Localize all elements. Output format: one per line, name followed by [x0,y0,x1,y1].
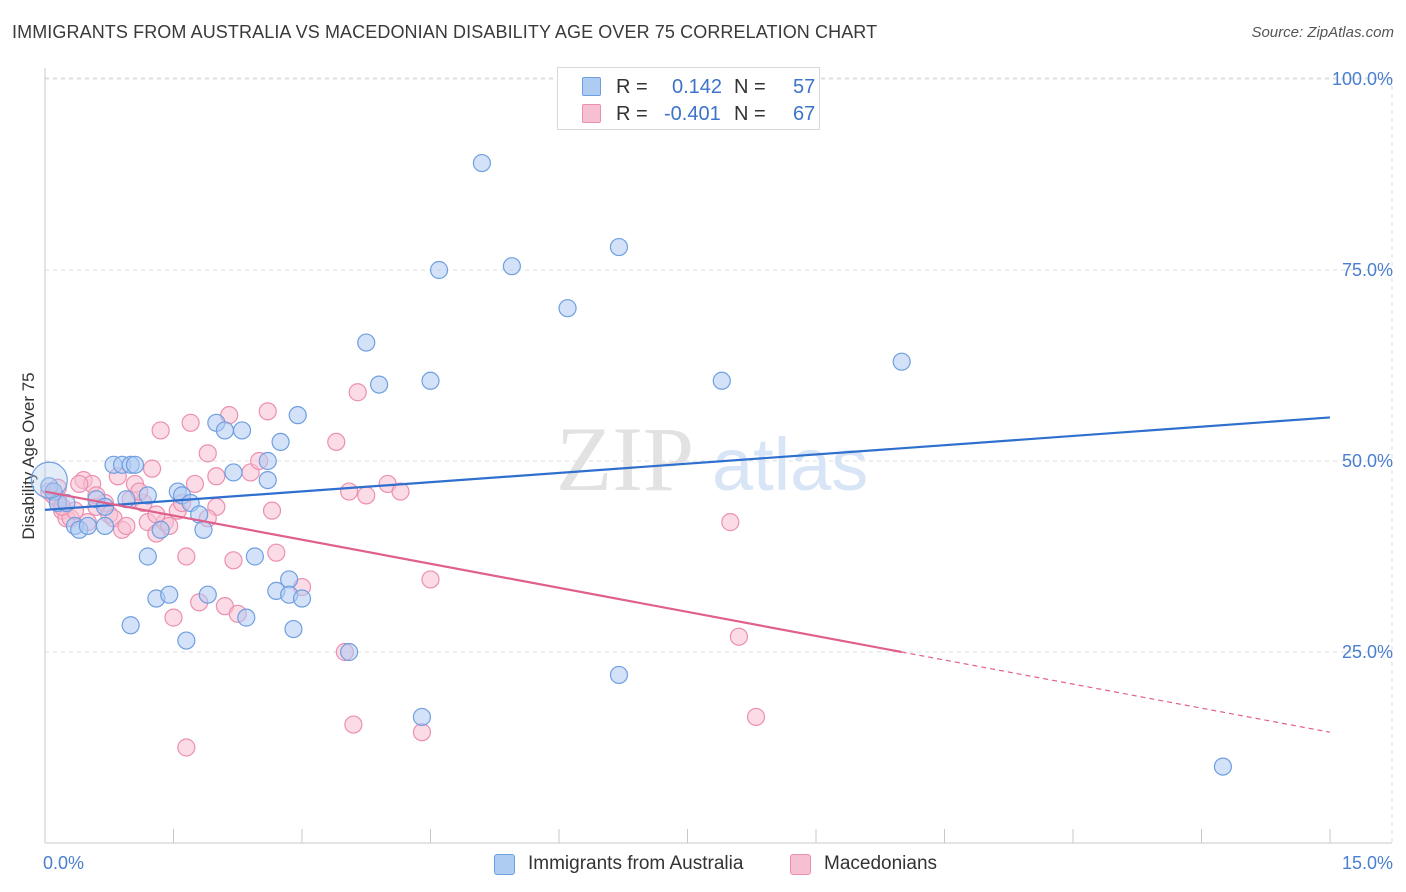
data-point-australia [198,585,217,604]
legend-swatch-macedonians [790,854,811,875]
data-point-australia [151,520,170,539]
data-point-australia [502,257,521,276]
source-credit: Source: ZipAtlas.com [1251,24,1394,41]
legend-r-label: R = [616,76,648,98]
data-point-australia [78,516,97,536]
data-point-australia [177,631,196,650]
legend-r-value: -0.401 [664,103,721,125]
data-point-macedonians [70,474,89,494]
data-point-australia [1213,757,1233,776]
watermark-zip: ZIP [556,408,694,510]
data-point-macedonians [258,402,277,421]
series-australia-points [30,153,1233,776]
legend-n-label: N = [734,103,766,125]
data-point-macedonians [262,501,282,520]
data-point-macedonians [267,543,286,562]
trend-lines [44,416,1331,733]
data-point-macedonians [224,551,243,570]
data-point-australia [429,260,449,280]
data-point-macedonians [729,627,749,646]
trend-line-australia [44,416,1331,511]
data-point-australia [370,375,389,394]
data-point-australia [284,619,303,639]
data-point-australia [224,463,243,482]
data-point-australia [160,585,179,604]
data-point-macedonians [117,516,136,536]
data-point-australia [232,421,252,440]
data-point-australia [121,616,140,635]
data-point-australia [472,153,491,173]
data-point-macedonians [391,482,410,501]
data-point-australia [258,451,277,471]
x-tick-label: 0.0% [43,853,84,873]
data-point-macedonians [151,421,170,440]
data-point-macedonians [185,474,205,494]
data-point-macedonians [327,432,346,451]
trend-line-macedonians-extension [901,651,1331,733]
data-point-australia [609,237,629,257]
watermark-atlas: atlas [712,423,868,506]
x-tick-labels: 0.0% 15.0% [43,853,1393,873]
data-point-australia [357,333,376,352]
data-point-macedonians [164,608,183,627]
axes [44,68,1392,844]
y-tick-label: 25.0% [1342,642,1393,662]
data-point-macedonians [207,467,226,486]
data-point-australia [245,547,264,566]
data-point-macedonians [177,547,196,566]
y-tick-label: 100.0% [1332,69,1393,89]
data-point-australia [712,371,731,390]
chart-title: IMMIGRANTS FROM AUSTRALIA VS MACEDONIAN … [12,22,878,42]
data-point-macedonians [142,459,162,478]
data-point-australia [412,707,432,727]
data-point-macedonians [177,738,196,757]
legend-swatch-australia [494,854,515,875]
y-axis-label: Disability Age Over 75 [19,372,38,539]
data-point-australia [340,642,359,662]
data-point-macedonians [421,570,440,589]
data-point-australia [609,665,629,685]
y-tick-labels: 25.0% 50.0% 75.0% 100.0% [1332,69,1393,662]
data-point-australia [892,352,911,371]
data-point-australia [558,299,577,318]
data-point-macedonians [412,723,432,742]
data-point-australia [125,455,145,474]
legend-n-value: 57 [793,76,816,98]
data-point-macedonians [198,444,217,463]
data-point-macedonians [746,707,766,727]
legend-swatch-macedonians [582,104,601,123]
data-point-australia [258,471,277,490]
data-point-australia [271,432,290,451]
legend-r-label: R = [616,103,648,125]
data-point-australia [288,406,307,425]
legend-n-value: 67 [793,103,816,125]
data-point-macedonians [348,383,367,402]
legend-label-macedonians: Macedonians [824,853,938,874]
data-point-macedonians [181,413,200,432]
data-point-australia-cluster [30,461,68,499]
trend-line-macedonians [44,490,902,654]
data-point-australia [138,547,157,566]
data-point-australia [95,516,115,536]
data-point-macedonians [344,715,363,734]
legend-n-label: N = [734,76,766,98]
data-point-macedonians [357,486,376,505]
y-tick-label: 50.0% [1342,451,1393,471]
y-tick-label: 75.0% [1342,260,1393,280]
data-point-macedonians [340,482,359,501]
data-point-australia [194,520,213,539]
data-point-macedonians [721,513,740,532]
data-point-australia [215,421,234,440]
legend-swatch-australia [582,77,601,96]
legend-r-value: 0.142 [672,76,723,98]
data-point-australia [421,371,440,390]
correlation-legend: R = 0.142 N = 57 R = -0.401 N = 67 [557,67,820,130]
data-point-australia [280,570,299,589]
data-point-australia [292,589,312,608]
data-point-australia [237,608,256,627]
legend-label-australia: Immigrants from Australia [528,853,744,874]
data-point-australia [138,486,157,505]
x-tick-label: 15.0% [1342,853,1393,873]
